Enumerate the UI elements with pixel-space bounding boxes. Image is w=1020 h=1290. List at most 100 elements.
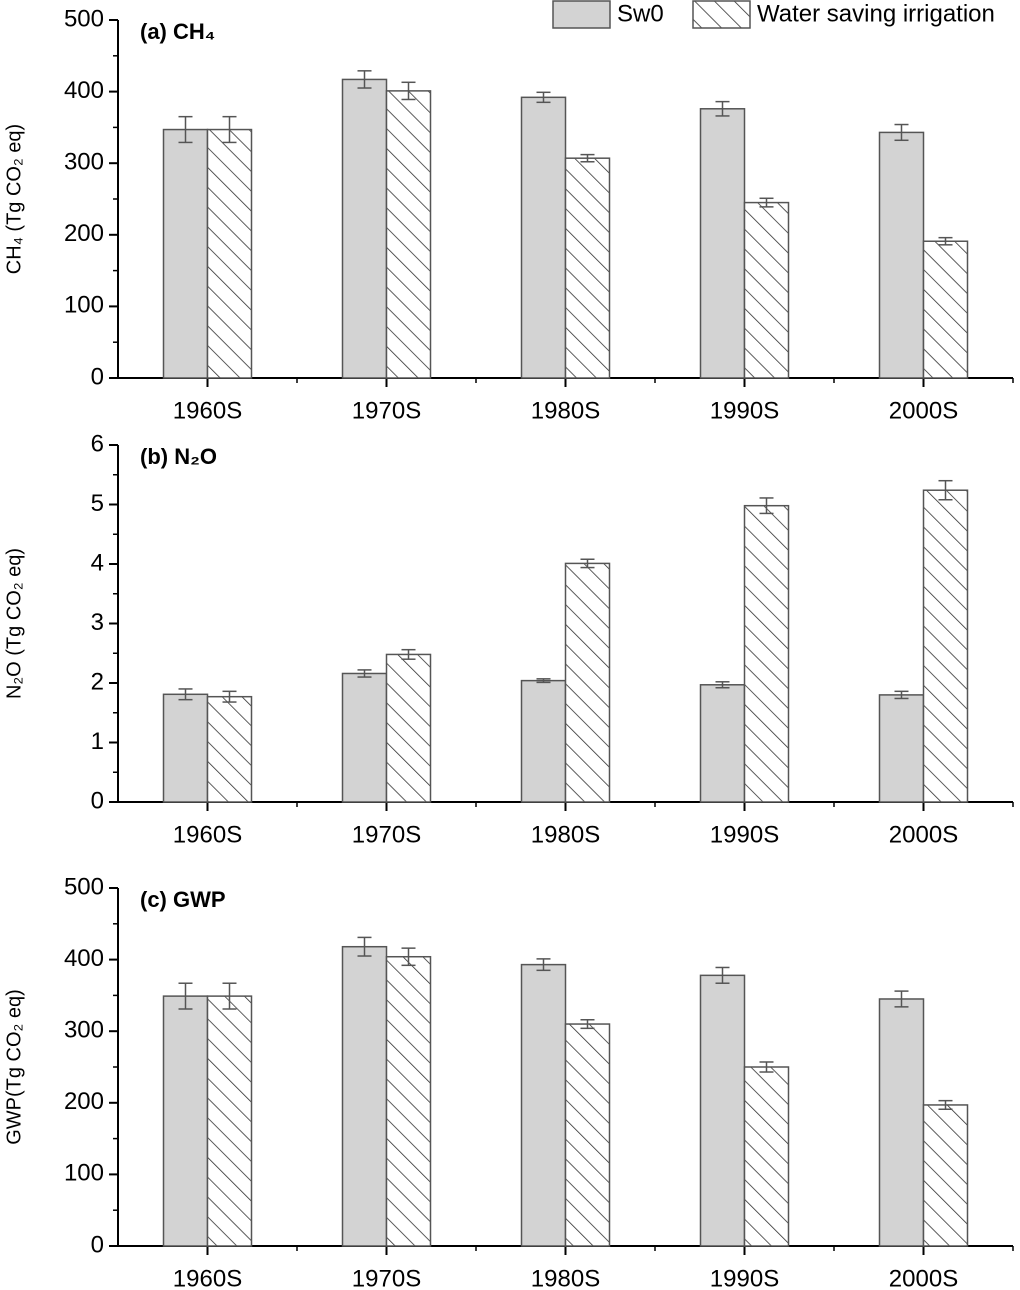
- bar: [206, 128, 253, 379]
- error-bar: [580, 153, 595, 163]
- x-tick-label: 1970S: [352, 397, 421, 424]
- error-bar: [938, 1099, 953, 1110]
- bar: [743, 201, 790, 379]
- panel-title: (c) GWP: [140, 887, 226, 912]
- y-tick-label: 100: [64, 1160, 104, 1187]
- bar: [385, 90, 432, 379]
- bar: [699, 684, 746, 803]
- bar: [385, 653, 432, 803]
- x-tick-label: 2000S: [889, 1265, 958, 1290]
- error-bar: [178, 688, 193, 701]
- error-bar: [715, 681, 730, 689]
- bar: [341, 78, 388, 379]
- y-axis-label: N₂O (Tg CO₂ eq): [3, 548, 25, 699]
- bar: [520, 679, 567, 803]
- error-bar: [536, 958, 551, 972]
- bar: [341, 945, 388, 1247]
- error-bar: [580, 558, 595, 569]
- bar: [341, 672, 388, 803]
- error-bar: [759, 497, 774, 515]
- error-bar: [580, 1018, 595, 1030]
- error-bar: [715, 966, 730, 984]
- x-tick-label: 1990S: [710, 821, 779, 848]
- y-tick-label: 5: [91, 490, 104, 517]
- error-bar: [222, 115, 237, 144]
- error-bar: [178, 982, 193, 1010]
- bar: [162, 995, 209, 1247]
- bar: [520, 96, 567, 379]
- error-bar: [222, 690, 237, 703]
- bar: [878, 131, 925, 379]
- y-tick-label: 0: [91, 787, 104, 814]
- bar: [922, 240, 969, 379]
- y-tick-label: 300: [64, 149, 104, 176]
- bar: [699, 974, 746, 1247]
- bar: [743, 504, 790, 803]
- y-tick-label: 1: [91, 728, 104, 755]
- x-tick-label: 1980S: [531, 397, 600, 424]
- x-tick-label: 1960S: [173, 1265, 242, 1290]
- bar: [878, 998, 925, 1247]
- error-bar: [759, 1061, 774, 1073]
- x-tick-label: 1980S: [531, 821, 600, 848]
- legend-swatch: [552, 0, 611, 29]
- error-bar: [938, 479, 953, 501]
- panel-title: (b) N₂O: [140, 444, 217, 469]
- x-tick-label: 1960S: [173, 397, 242, 424]
- bar: [743, 1066, 790, 1247]
- y-tick-label: 500: [64, 5, 104, 32]
- error-bar: [894, 690, 909, 700]
- legend-swatch: [692, 0, 751, 29]
- y-tick-label: 2: [91, 668, 104, 695]
- bar: [564, 562, 611, 803]
- error-bar: [357, 936, 372, 957]
- error-bar: [357, 669, 372, 678]
- x-tick-label: 1970S: [352, 1265, 421, 1290]
- error-bar: [894, 123, 909, 142]
- y-tick-label: 500: [64, 873, 104, 900]
- y-tick-label: 4: [91, 549, 104, 576]
- y-tick-label: 0: [91, 1231, 104, 1258]
- y-tick-label: 0: [91, 363, 104, 390]
- x-tick-label: 1980S: [531, 1265, 600, 1290]
- error-bar: [536, 91, 551, 104]
- bar: [206, 695, 253, 803]
- panel-title: (a) CH₄: [140, 19, 215, 44]
- error-bar: [536, 678, 551, 684]
- legend-label: Water saving irrigation: [757, 0, 995, 27]
- y-axis-label: CH₄ (Tg CO₂ eq): [3, 124, 25, 274]
- bar: [162, 128, 209, 379]
- bar: [564, 1023, 611, 1247]
- y-axis-label: GWP(Tg CO₂ eq): [3, 989, 25, 1145]
- bar: [878, 694, 925, 803]
- x-tick-label: 1970S: [352, 821, 421, 848]
- x-tick-label: 1990S: [710, 1265, 779, 1290]
- error-bar: [938, 236, 953, 246]
- x-tick-label: 1990S: [710, 397, 779, 424]
- y-tick-label: 200: [64, 220, 104, 247]
- y-tick-label: 400: [64, 945, 104, 972]
- y-tick-label: 400: [64, 77, 104, 104]
- error-bar: [715, 100, 730, 117]
- bar: [922, 1104, 969, 1247]
- bar: [385, 955, 432, 1247]
- y-tick-label: 100: [64, 292, 104, 319]
- bar: [699, 108, 746, 379]
- legend-label: Sw0: [617, 0, 664, 27]
- error-bar: [401, 947, 416, 967]
- y-tick-label: 300: [64, 1017, 104, 1044]
- error-bar: [759, 197, 774, 208]
- bar: [162, 693, 209, 803]
- error-bar: [178, 115, 193, 144]
- x-tick-label: 1960S: [173, 821, 242, 848]
- bar: [520, 963, 567, 1247]
- y-tick-label: 3: [91, 609, 104, 636]
- y-tick-label: 200: [64, 1088, 104, 1115]
- bar: [922, 489, 969, 803]
- error-bar: [401, 81, 416, 101]
- error-bar: [222, 982, 237, 1010]
- error-bar: [401, 648, 416, 660]
- y-tick-label: 6: [91, 430, 104, 457]
- error-bar: [357, 70, 372, 89]
